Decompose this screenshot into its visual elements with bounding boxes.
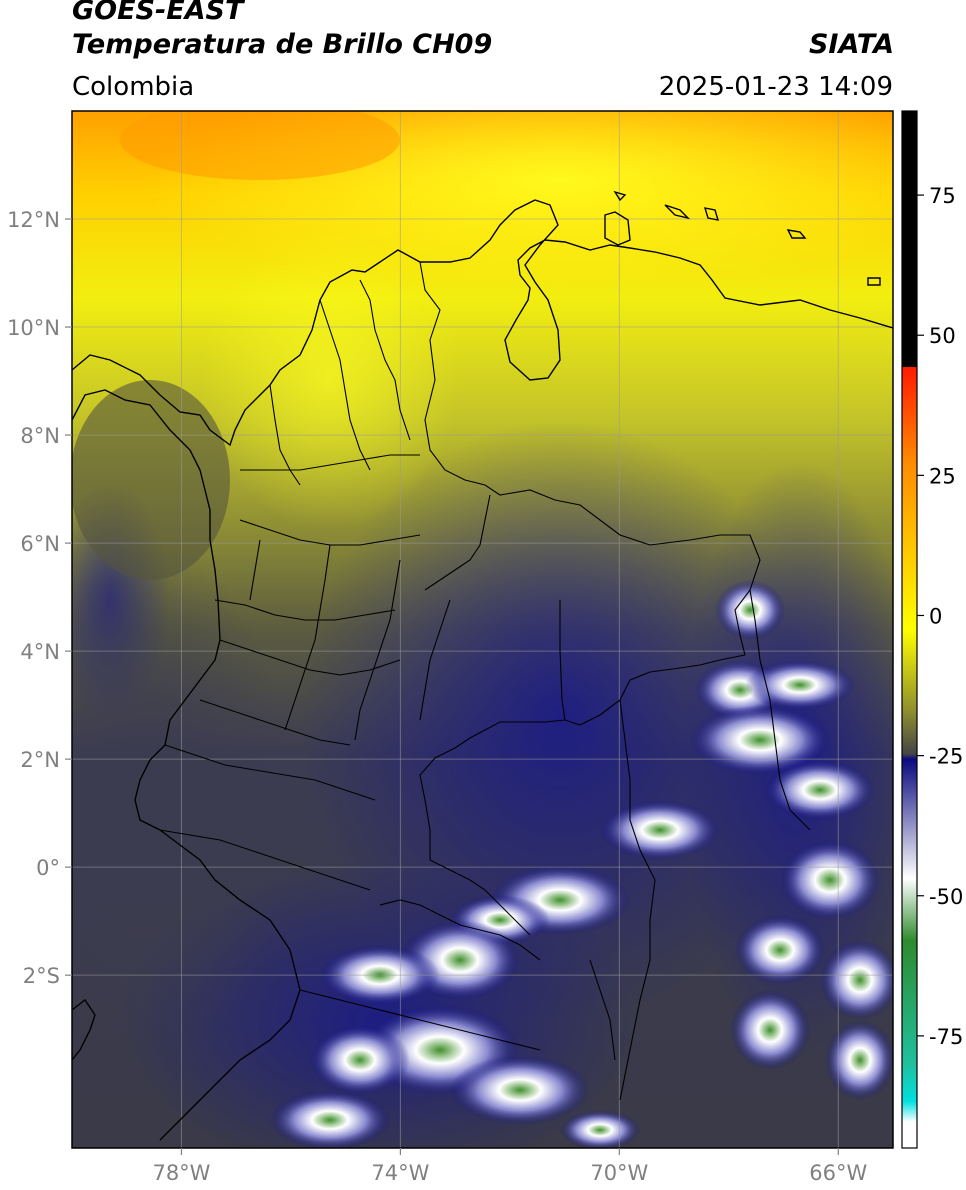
colorbar-tick-label: 0 [929, 604, 942, 628]
colorbar-gradient [902, 111, 917, 1148]
admin-borders [159, 261, 811, 1101]
lon-tick-label: 74°W [371, 1161, 429, 1185]
lon-tick-label: 66°W [809, 1161, 867, 1185]
lat-tick-label: 12°N [7, 208, 60, 232]
lat-tick-label: 8°N [20, 424, 60, 448]
colorbar-tick-label: 75 [929, 184, 956, 208]
coastlines [72, 190, 893, 1141]
datetime-label: 2025-01-23 14:09 [658, 72, 893, 102]
lat-tick-label: 0° [36, 856, 60, 880]
map-gridlines [72, 111, 893, 1148]
colorbar-ticks: 75 50 25 0 -25 -50 -75 [917, 184, 963, 1049]
agency-label: SIATA [808, 29, 894, 60]
colorbar: 75 50 25 0 -25 -50 -75 [901, 110, 963, 1149]
lat-tick-label: 6°N [20, 532, 60, 556]
lat-tick-label: 2°N [20, 748, 60, 772]
lat-tick-label: 2°S [23, 964, 60, 988]
product-title: Temperatura de Brillo CH09 [72, 29, 493, 60]
colorbar-tick-label: -75 [929, 1025, 963, 1049]
colorbar-tick-label: -25 [929, 745, 963, 769]
colorbar-tick-label: 50 [929, 324, 956, 348]
map-frame [71, 110, 894, 1149]
latitude-tick-labels: 12°N 10°N 8°N 6°N 4°N 2°N 0° 2°S [7, 208, 72, 988]
lon-tick-label: 70°W [590, 1161, 648, 1185]
colorbar-frame [901, 110, 918, 1149]
lat-tick-label: 4°N [20, 640, 60, 664]
region-label: Colombia [72, 72, 195, 102]
lat-tick-label: 10°N [7, 316, 60, 340]
colorbar-tick-label: -50 [929, 885, 963, 909]
satellite-title: GOES-EAST [72, 0, 244, 26]
colorbar-tick-label: 25 [929, 464, 956, 488]
longitude-tick-labels: 78°W 74°W 70°W 66°W [152, 1148, 867, 1185]
lon-tick-label: 78°W [152, 1161, 210, 1185]
map-imagery [72, 111, 893, 1148]
